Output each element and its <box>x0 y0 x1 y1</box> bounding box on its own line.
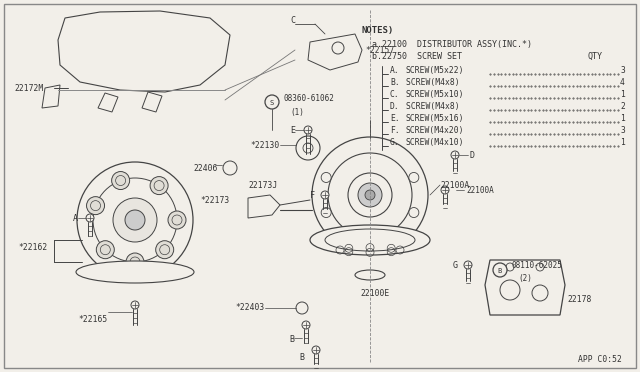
Text: A: A <box>73 214 78 222</box>
Text: (1): (1) <box>290 108 304 116</box>
Circle shape <box>126 253 144 271</box>
Text: 22178: 22178 <box>567 295 591 305</box>
Text: 08360-61062: 08360-61062 <box>284 93 335 103</box>
Circle shape <box>131 301 139 309</box>
Circle shape <box>223 161 237 175</box>
Text: 22100A: 22100A <box>466 186 493 195</box>
Text: *22165: *22165 <box>79 315 108 324</box>
Circle shape <box>150 177 168 195</box>
Text: G: G <box>453 260 458 269</box>
Circle shape <box>265 95 279 109</box>
Polygon shape <box>58 11 230 92</box>
Text: F: F <box>310 190 315 199</box>
Circle shape <box>86 214 94 222</box>
Text: NOTES): NOTES) <box>362 26 394 35</box>
Text: E: E <box>290 125 295 135</box>
Text: C: C <box>290 16 295 25</box>
Text: 1: 1 <box>620 90 625 99</box>
Text: B: B <box>498 268 502 274</box>
Circle shape <box>156 241 173 259</box>
Text: *22173: *22173 <box>201 196 230 205</box>
Text: 22172M: 22172M <box>14 83 44 93</box>
Text: a.22100  DISTRIBUTOR ASSY(INC.*): a.22100 DISTRIBUTOR ASSY(INC.*) <box>372 39 532 48</box>
Text: S: S <box>270 100 274 106</box>
Text: SCREW(M5x22): SCREW(M5x22) <box>406 65 465 74</box>
Text: 08110-62025: 08110-62025 <box>512 260 563 269</box>
Text: E.: E. <box>390 113 400 122</box>
Polygon shape <box>142 92 162 112</box>
Circle shape <box>321 208 331 218</box>
Polygon shape <box>308 34 362 70</box>
Text: 3: 3 <box>620 65 625 74</box>
Text: b.22750  SCREW SET: b.22750 SCREW SET <box>372 51 462 61</box>
Circle shape <box>348 173 392 217</box>
Circle shape <box>328 153 412 237</box>
Text: SCREW(M4x8): SCREW(M4x8) <box>406 102 465 110</box>
Text: 2: 2 <box>620 102 625 110</box>
Text: *22157: *22157 <box>365 45 394 55</box>
Text: G.: G. <box>390 138 400 147</box>
Polygon shape <box>42 85 60 108</box>
Text: 22406: 22406 <box>194 164 218 173</box>
Text: (2): (2) <box>518 273 532 282</box>
Circle shape <box>168 211 186 229</box>
Text: C.: C. <box>390 90 400 99</box>
Text: D.: D. <box>390 102 400 110</box>
Text: 1: 1 <box>620 113 625 122</box>
Polygon shape <box>485 260 565 315</box>
Circle shape <box>409 173 419 182</box>
Circle shape <box>125 210 145 230</box>
Text: *22403: *22403 <box>236 304 265 312</box>
Text: *22130: *22130 <box>251 141 280 150</box>
Text: 22173J: 22173J <box>248 180 277 189</box>
Circle shape <box>312 137 428 253</box>
Circle shape <box>111 171 130 189</box>
Circle shape <box>506 263 514 271</box>
Circle shape <box>536 263 544 271</box>
Text: 3: 3 <box>620 125 625 135</box>
Circle shape <box>493 263 507 277</box>
Circle shape <box>365 190 375 200</box>
Text: QTY: QTY <box>588 51 603 61</box>
Text: APP C0:52: APP C0:52 <box>578 356 622 365</box>
Circle shape <box>332 42 344 54</box>
Ellipse shape <box>76 261 194 283</box>
Text: SCREW(M4x20): SCREW(M4x20) <box>406 125 465 135</box>
Circle shape <box>113 198 157 242</box>
Circle shape <box>296 302 308 314</box>
Circle shape <box>296 136 320 160</box>
Text: SCREW(M4x8): SCREW(M4x8) <box>406 77 465 87</box>
Ellipse shape <box>310 225 430 255</box>
Circle shape <box>77 162 193 278</box>
Text: 4: 4 <box>620 77 625 87</box>
Text: B: B <box>289 336 294 344</box>
Circle shape <box>96 241 115 259</box>
Text: *22162: *22162 <box>18 244 47 253</box>
Circle shape <box>321 173 331 182</box>
Text: 22100E: 22100E <box>360 289 389 298</box>
Text: SCREW(M4x10): SCREW(M4x10) <box>406 138 465 147</box>
Circle shape <box>358 183 382 207</box>
Text: A.: A. <box>390 65 400 74</box>
Text: 22100A: 22100A <box>440 180 469 189</box>
Text: 1: 1 <box>620 138 625 147</box>
Circle shape <box>86 197 104 215</box>
Circle shape <box>321 191 329 199</box>
Circle shape <box>312 346 320 354</box>
Polygon shape <box>248 195 280 218</box>
Polygon shape <box>98 93 118 112</box>
Text: SCREW(M5x16): SCREW(M5x16) <box>406 113 465 122</box>
Circle shape <box>464 261 472 269</box>
Circle shape <box>304 126 312 134</box>
Circle shape <box>451 151 459 159</box>
Text: F.: F. <box>390 125 400 135</box>
Text: B: B <box>299 353 304 362</box>
Text: SCREW(M5x10): SCREW(M5x10) <box>406 90 465 99</box>
Circle shape <box>441 186 449 194</box>
Text: B.: B. <box>390 77 400 87</box>
Ellipse shape <box>355 270 385 280</box>
Circle shape <box>302 321 310 329</box>
Text: D: D <box>470 151 475 160</box>
Circle shape <box>409 208 419 218</box>
